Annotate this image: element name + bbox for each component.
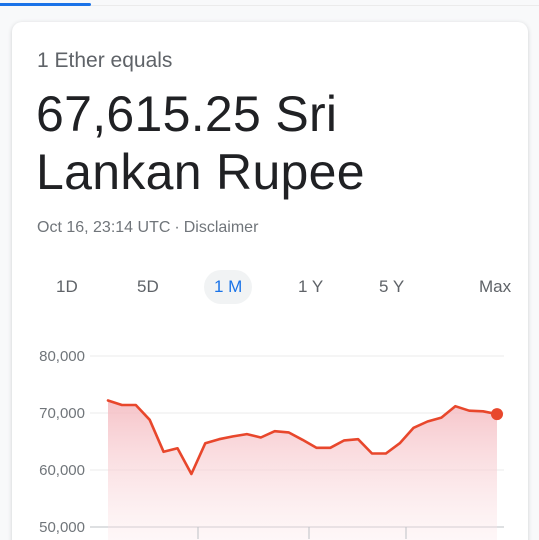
- y-tick-label: 80,000: [39, 348, 85, 365]
- y-tick-label: 70,000: [39, 405, 85, 422]
- price-chart[interactable]: 80,000 70,000 60,000 50,000: [12, 332, 528, 540]
- range-button-5y[interactable]: 5 Y: [379, 277, 405, 296]
- range-button-1y[interactable]: 1 Y: [298, 277, 324, 296]
- currency-converter-card: 1 Ether equals 67,615.25 Sri Lankan Rupe…: [12, 22, 528, 540]
- range-button-max[interactable]: Max: [479, 277, 512, 296]
- top-tab-strip: [0, 0, 539, 6]
- price-timestamp-row: Oct 16, 23:14 UTC · Disclaimer: [37, 218, 258, 238]
- price-timestamp: Oct 16, 23:14 UTC: [37, 219, 171, 236]
- y-tick-label: 50,000: [39, 519, 85, 536]
- range-button-1m[interactable]: 1 M: [204, 270, 253, 304]
- converted-price: 67,615.25 Sri Lankan Rupee: [36, 86, 365, 200]
- range-button-5d[interactable]: 5D: [137, 277, 159, 296]
- range-button-1d[interactable]: 1D: [56, 277, 78, 296]
- timestamp-separator: ·: [174, 219, 180, 236]
- current-price-point: [491, 408, 503, 421]
- active-tab-indicator: [0, 3, 91, 6]
- price-series-line: [106, 399, 499, 476]
- disclaimer-link[interactable]: Disclaimer: [183, 219, 259, 236]
- time-range-selector: 1D 5D 1 M 1 Y 5 Y Max: [36, 270, 522, 304]
- conversion-subtitle: 1 Ether equals: [37, 49, 173, 72]
- price-area-fill: [108, 400, 497, 540]
- y-tick-label: 60,000: [39, 462, 85, 479]
